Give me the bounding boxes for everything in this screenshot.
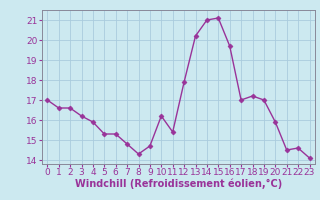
X-axis label: Windchill (Refroidissement éolien,°C): Windchill (Refroidissement éolien,°C) <box>75 179 282 189</box>
